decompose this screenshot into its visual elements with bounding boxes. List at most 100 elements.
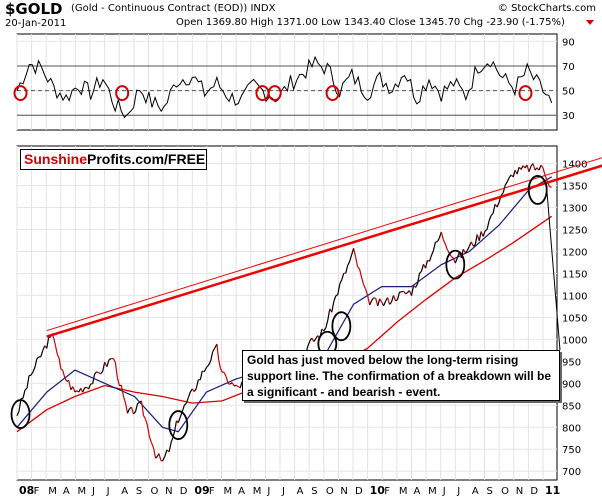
price-bar bbox=[506, 177, 510, 183]
price-bar bbox=[64, 377, 68, 382]
price-bar bbox=[185, 397, 189, 404]
price-bar bbox=[22, 389, 26, 399]
price-bar bbox=[430, 250, 434, 256]
price-bar bbox=[333, 295, 337, 302]
price-bar bbox=[205, 364, 209, 368]
x-tick-label: F bbox=[209, 486, 215, 497]
price-bar bbox=[349, 254, 353, 262]
x-tick-label: A bbox=[238, 486, 245, 497]
price-bar bbox=[462, 248, 466, 254]
price-bar bbox=[100, 371, 104, 375]
price-bar bbox=[94, 371, 98, 375]
price-bar bbox=[16, 410, 20, 416]
price-bar bbox=[341, 273, 345, 280]
price-bar bbox=[482, 230, 486, 237]
circled-point bbox=[445, 249, 466, 280]
price-bar bbox=[137, 401, 140, 405]
x-tick-label: J bbox=[456, 486, 460, 497]
x-tick-label: J bbox=[106, 486, 110, 497]
price-bar bbox=[420, 264, 425, 272]
price-bar bbox=[357, 266, 361, 270]
price-bar bbox=[466, 245, 470, 251]
price-tick-label: 950 bbox=[562, 357, 581, 368]
x-tick-label: M bbox=[399, 486, 408, 497]
price-bar bbox=[361, 277, 365, 285]
price-bar bbox=[468, 241, 472, 247]
price-bar bbox=[540, 164, 544, 169]
price-bar bbox=[359, 269, 363, 278]
price-bar bbox=[216, 343, 220, 360]
x-tick-label: F bbox=[384, 486, 390, 497]
price-stats: Open 1369.80 High 1371.00 Low 1343.40 Cl… bbox=[176, 17, 565, 28]
price-bar bbox=[146, 425, 151, 438]
rsi-panel bbox=[16, 33, 558, 131]
x-tick-label: D bbox=[530, 486, 538, 497]
annotation-box: Gold has just moved below the long-term … bbox=[242, 350, 560, 401]
price-bar bbox=[383, 300, 387, 307]
price-bar bbox=[472, 244, 476, 247]
price-bar bbox=[520, 165, 524, 170]
rsi-tick-label: 70 bbox=[562, 62, 575, 73]
rsi-tick-label: 50 bbox=[562, 87, 575, 98]
price-bar bbox=[323, 327, 327, 332]
price-tick-label: 1300 bbox=[562, 204, 587, 215]
x-tick-label: S bbox=[311, 486, 317, 497]
price-bar bbox=[313, 338, 317, 342]
price-bar bbox=[464, 250, 468, 254]
price-bar bbox=[369, 300, 373, 306]
price-bar bbox=[28, 374, 32, 377]
price-bar bbox=[199, 370, 203, 380]
x-tick-label: N bbox=[340, 486, 347, 497]
price-bar bbox=[496, 202, 500, 208]
price-bar bbox=[528, 165, 532, 172]
price-bar bbox=[219, 367, 223, 373]
price-bar bbox=[405, 292, 408, 295]
price-bar bbox=[160, 459, 163, 462]
price-bar bbox=[181, 405, 185, 412]
price-bar bbox=[335, 294, 339, 297]
price-bar bbox=[486, 220, 490, 230]
price-bar bbox=[440, 231, 444, 240]
price-bar bbox=[432, 242, 436, 251]
price-bar bbox=[72, 386, 76, 393]
support-line bbox=[46, 164, 602, 338]
price-bar bbox=[410, 285, 415, 296]
price-bar bbox=[516, 167, 520, 175]
price-bar bbox=[504, 181, 508, 186]
price-tick-label: 800 bbox=[562, 423, 581, 434]
price-bar bbox=[174, 420, 178, 431]
price-bar bbox=[155, 456, 158, 459]
price-tick-label: 1200 bbox=[562, 247, 587, 258]
rsi-tick-label: 30 bbox=[562, 111, 575, 122]
x-tick-label: M bbox=[428, 486, 437, 497]
x-tick-label: 11 bbox=[545, 484, 560, 497]
price-bar bbox=[484, 229, 488, 232]
price-bar bbox=[133, 411, 136, 415]
price-bar bbox=[92, 373, 96, 385]
price-bar bbox=[532, 163, 536, 171]
x-tick-label: J bbox=[281, 486, 285, 497]
circled-point bbox=[10, 399, 31, 429]
watermark-red: Sunshine bbox=[24, 151, 88, 167]
price-bar bbox=[148, 436, 153, 444]
x-tick-label: A bbox=[121, 486, 128, 497]
price-bar bbox=[454, 257, 458, 264]
price-bar bbox=[187, 391, 191, 398]
x-tick-label: J bbox=[442, 486, 446, 497]
price-tick-label: 1350 bbox=[562, 182, 587, 193]
price-bar bbox=[235, 384, 239, 388]
price-tick-label: 1150 bbox=[562, 269, 587, 280]
price-bar bbox=[456, 252, 460, 259]
price-bar bbox=[68, 380, 72, 390]
price-bar bbox=[98, 372, 101, 375]
price-bar bbox=[355, 256, 359, 268]
price-bar bbox=[337, 283, 341, 295]
price-bar bbox=[492, 203, 496, 214]
price-panel bbox=[16, 145, 558, 481]
circled-point bbox=[331, 311, 352, 342]
rsi-line bbox=[16, 55, 553, 119]
x-tick-label: O bbox=[150, 486, 158, 497]
price-bar bbox=[549, 186, 552, 188]
price-bar bbox=[114, 362, 118, 378]
price-bar bbox=[195, 379, 199, 389]
